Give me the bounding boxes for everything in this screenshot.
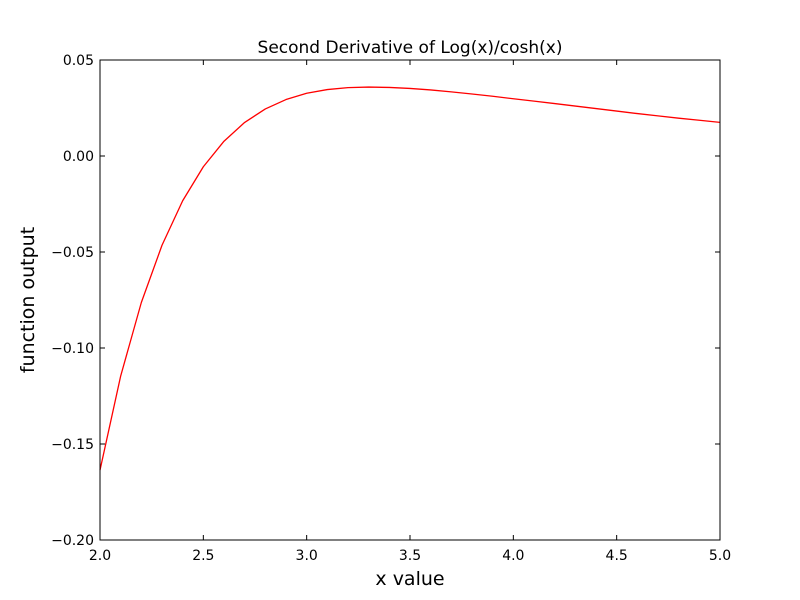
x-tick-label: 5.0: [709, 548, 731, 564]
x-axis: 2.0 2.5 3.0 3.5 4.0 4.5 5.0: [89, 60, 731, 564]
y-tick-label: −0.10: [51, 341, 94, 357]
plot-area: [100, 60, 720, 540]
y-tick-label: 0.05: [63, 53, 94, 69]
x-tick-label: 2.0: [89, 548, 111, 564]
y-tick-label: −0.20: [51, 533, 94, 549]
y-tick-label: −0.15: [51, 437, 94, 453]
y-tick-label: 0.00: [63, 149, 94, 165]
y-axis-title: function output: [17, 227, 39, 373]
x-tick-label: 2.5: [192, 548, 214, 564]
x-axis-title: x value: [375, 568, 444, 590]
x-tick-label: 3.0: [296, 548, 318, 564]
y-tick-label: −0.05: [51, 245, 94, 261]
y-axis: 0.05 0.00 −0.05 −0.10 −0.15 −0.20: [51, 53, 720, 549]
series-layer: [99, 86, 721, 471]
x-tick-label: 3.5: [399, 548, 421, 564]
x-tick-label: 4.5: [606, 548, 628, 564]
x-tick-label: 4.0: [502, 548, 524, 564]
series-line: [99, 86, 721, 471]
chart-title: Second Derivative of Log(x)/cosh(x): [258, 38, 563, 58]
